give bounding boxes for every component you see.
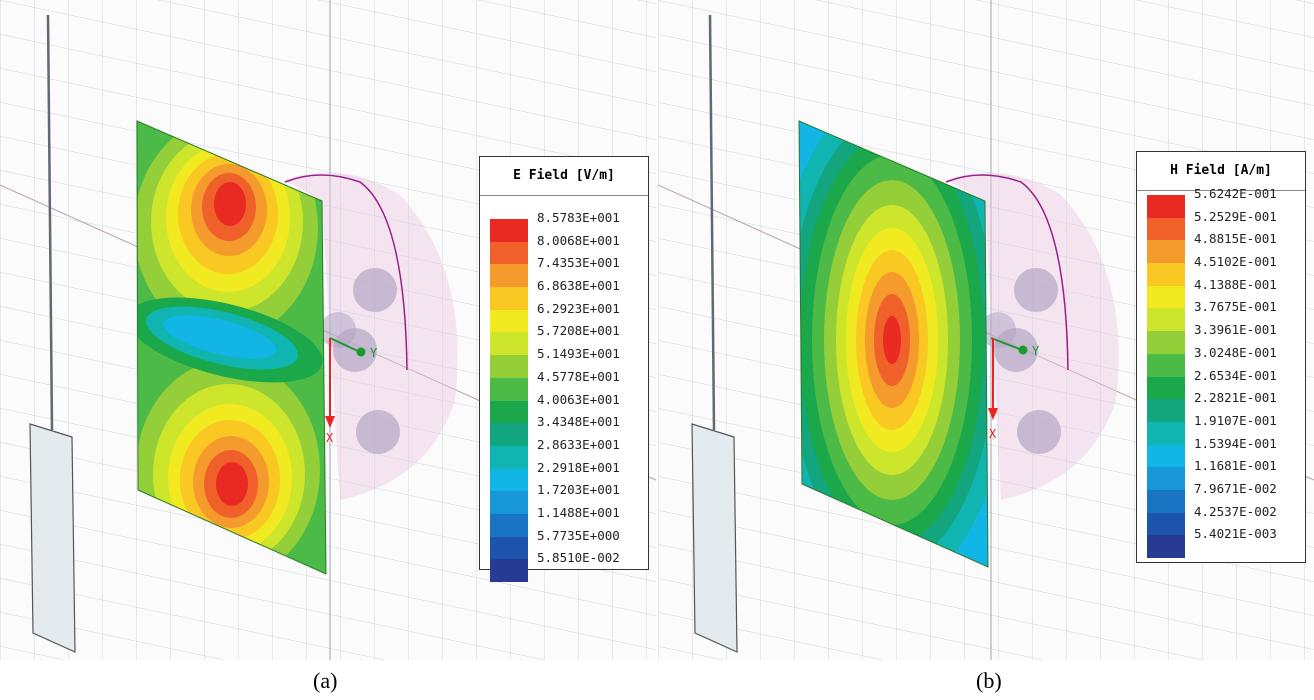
y-axis-tip [1018, 345, 1028, 355]
legend-value: 2.8633E+001 [537, 436, 620, 452]
legend-value: 2.6534E-001 [1194, 367, 1277, 383]
legend-swatch [1147, 376, 1185, 400]
legend-value: 4.5778E+001 [537, 368, 620, 384]
circle-marker [1017, 410, 1061, 454]
legend-swatch [1147, 331, 1185, 354]
legend-swatch [490, 468, 528, 492]
legend-value: 5.1493E+001 [537, 346, 620, 362]
legend-value: 7.9671E-002 [1194, 480, 1277, 496]
legend-swatch [490, 400, 528, 424]
x-axis-tip [988, 408, 998, 420]
legend-value: 4.0063E+001 [537, 391, 620, 407]
feed-line [46, 14, 54, 431]
legend-swatch [1147, 444, 1185, 468]
legend-value: 3.4348E+001 [537, 414, 620, 430]
h-field-legend: H Field [A/m] 5.6242E-001 5.2529E-001 4.88… [1136, 151, 1306, 563]
legend-value: 1.1488E+001 [537, 504, 620, 520]
e-field-legend-title: E Field [V/m] [480, 157, 648, 196]
legend-swatch [490, 219, 528, 242]
small-plate [691, 423, 738, 653]
legend-value: 6.8638E+001 [537, 278, 620, 294]
legend-swatch [490, 445, 528, 469]
circle-marker [980, 312, 1016, 348]
legend-swatch [490, 309, 528, 333]
legend-value: 1.5394E-001 [1194, 435, 1277, 451]
legend-value: 5.4021E-003 [1194, 526, 1277, 542]
legend-swatch [1147, 308, 1185, 332]
legend-swatch [490, 491, 528, 514]
e-field-legend: E Field [V/m] 8.5783E+001 8.0068E+001 7.43… [479, 156, 649, 582]
panel-e-field: Y X E Field [V/m] 8.5783E+001 8.0068E+001… [0, 0, 656, 660]
y-axis-arrow [329, 337, 361, 353]
legend-swatch [490, 513, 528, 537]
circle-marker [353, 268, 397, 312]
legend-swatch [490, 423, 528, 446]
small-plate [29, 423, 76, 653]
legend-swatch [1147, 421, 1185, 445]
circle-marker [1014, 268, 1058, 312]
legend-value: 4.2537E-002 [1194, 503, 1277, 519]
legend-swatch [490, 332, 528, 356]
legend-value: 4.5102E-001 [1194, 254, 1277, 270]
legend-value: 5.7208E+001 [537, 323, 620, 339]
legend-swatch [1147, 195, 1185, 218]
x-axis-label: X [989, 427, 997, 441]
feed-line [708, 14, 716, 431]
panel-h-field: Y X H Field [A/m] 5.6242E-001 5.2529E-001… [658, 0, 1314, 660]
legend-swatch [1147, 512, 1185, 536]
legend-swatch [1147, 240, 1185, 264]
legend-swatch [490, 287, 528, 310]
legend-value: 8.0068E+001 [537, 232, 620, 248]
circle-marker [356, 410, 400, 454]
legend-value: 5.2529E-001 [1194, 208, 1277, 224]
legend-swatch [490, 241, 528, 265]
legend-value: 1.7203E+001 [537, 482, 620, 498]
legend-value: 2.2918E+001 [537, 459, 620, 475]
caption-b: (b) [976, 668, 1002, 693]
x-axis-label: X [326, 431, 334, 445]
legend-value: 4.1388E-001 [1194, 276, 1277, 292]
legend-swatch [490, 536, 528, 560]
legend-swatch [1147, 489, 1185, 513]
legend-swatch [490, 355, 528, 378]
y-axis-label: Y [1032, 344, 1040, 358]
legend-value: 2.2821E-001 [1194, 390, 1277, 406]
h-field-legend-title: H Field [A/m] [1137, 152, 1305, 191]
arc-outline [945, 174, 1069, 371]
arc-outline [284, 174, 408, 371]
legend-swatch [1147, 217, 1185, 241]
legend-swatch [1147, 535, 1185, 558]
legend-value: 6.2923E+001 [537, 300, 620, 316]
legend-value: 5.6242E-001 [1194, 186, 1277, 201]
y-axis-arrow [990, 337, 1023, 351]
y-axis-label: Y [370, 346, 378, 360]
legend-swatch [1147, 353, 1185, 377]
legend-value: 3.7675E-001 [1194, 299, 1277, 315]
legend-swatch [490, 377, 528, 401]
h-field-plate [799, 121, 988, 567]
legend-value: 5.7735E+000 [537, 527, 620, 543]
legend-value: 5.8510E-002 [537, 550, 620, 566]
y-axis-tip [356, 347, 366, 357]
legend-swatch [1147, 285, 1185, 309]
h-field-scene: Y X [658, 0, 1314, 660]
legend-value: 4.8815E-001 [1194, 231, 1277, 247]
legend-swatch [490, 264, 528, 288]
legend-swatch [490, 559, 528, 582]
caption-a: (a) [313, 668, 338, 693]
legend-swatch [1147, 399, 1185, 422]
legend-value: 8.5783E+001 [537, 210, 620, 225]
legend-value: 3.3961E-001 [1194, 322, 1277, 338]
x-axis-tip [325, 416, 335, 428]
legend-swatch [1147, 263, 1185, 286]
legend-value: 3.0248E-001 [1194, 344, 1277, 360]
legend-value: 7.4353E+001 [537, 255, 620, 271]
legend-value: 1.9107E-001 [1194, 412, 1277, 428]
legend-value: 1.1681E-001 [1194, 458, 1277, 474]
legend-swatch [1147, 467, 1185, 490]
